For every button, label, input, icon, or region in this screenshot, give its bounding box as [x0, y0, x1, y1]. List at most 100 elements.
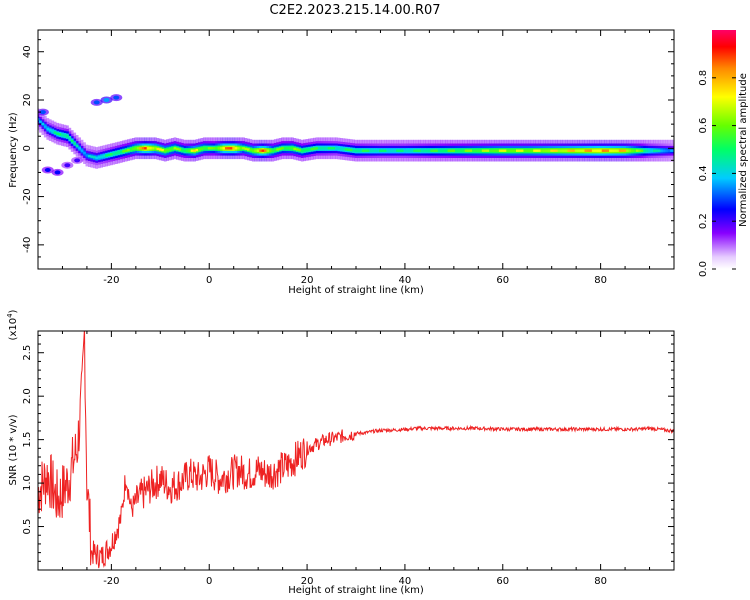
spectrogram-cell — [545, 149, 549, 152]
x-tick-label: 40 — [399, 275, 412, 286]
snr-marks — [38, 331, 674, 569]
spectrogram-cell — [352, 149, 355, 152]
colorbar-tick-label: 0.4 — [698, 165, 709, 181]
spectrogram-cell — [508, 149, 512, 152]
snr-x-axis-label: Height of straight line (km) — [288, 585, 424, 596]
spectrogram-cell — [396, 149, 399, 152]
spectrogram-cell — [547, 149, 551, 152]
spectrogram-cell — [501, 149, 505, 152]
spectrogram-cell — [127, 148, 130, 152]
spectrogram-cell — [293, 147, 297, 151]
spectrogram-x-axis-label: Height of straight line (km) — [288, 285, 424, 296]
spectrogram-cell — [364, 149, 368, 152]
spectrogram-cell — [105, 154, 108, 157]
spectrogram-cell — [85, 154, 89, 157]
spectrogram-cell — [467, 149, 470, 152]
spectrogram-cell — [618, 149, 622, 152]
spectrogram-cell — [503, 149, 507, 152]
spectrogram-cell — [61, 133, 64, 137]
spectrogram-cell — [166, 148, 169, 152]
spectrogram-cell — [613, 149, 617, 152]
spectrogram-cell — [227, 147, 231, 150]
spectrogram-cell — [144, 147, 147, 150]
spectrogram-cell — [670, 149, 673, 152]
spectrogram-cell — [645, 149, 649, 152]
spectrogram-cell — [423, 149, 426, 152]
spectrogram-cell — [56, 132, 59, 135]
spectrogram-cell — [242, 147, 245, 150]
spectrogram-cell — [408, 149, 412, 152]
spectrogram-cell — [611, 149, 615, 152]
spectrogram-cell — [361, 149, 365, 152]
spectrogram-cell — [43, 125, 47, 128]
spectrogram-cell — [90, 155, 94, 158]
spectrogram-cell — [310, 147, 314, 151]
spectrogram-cell — [146, 147, 150, 150]
spectrogram-cell — [149, 147, 152, 150]
spectrogram-cell — [288, 147, 292, 150]
spectrogram-cell — [205, 147, 209, 150]
spectrogram-cell — [342, 148, 346, 151]
spectrogram-cell — [440, 149, 443, 152]
spectrogram-cell — [428, 149, 431, 152]
x-tick-label: 20 — [301, 275, 314, 286]
spectrogram-cell — [376, 149, 380, 152]
colorbar-tick-label: 0.8 — [698, 70, 709, 86]
spectrogram-cell — [63, 134, 67, 137]
spectrogram-cell — [552, 149, 556, 152]
spectrogram-cell — [587, 149, 590, 152]
spectrogram-cell — [300, 149, 304, 152]
spectrogram-cell — [437, 149, 441, 152]
spectrogram-cell — [112, 152, 116, 155]
spectrogram-cell — [616, 149, 620, 152]
spectrogram-cell — [511, 149, 514, 152]
spectrogram-cell — [75, 144, 79, 148]
spectrogram-cell — [151, 147, 155, 150]
spectrogram-cell — [533, 149, 536, 152]
spectrogram-cell — [538, 149, 541, 152]
spectrogram-panel: -20 0 20 40 60 80 -40 -20 0 20 40 Height of straig… — [8, 29, 675, 296]
spectrogram-cell — [176, 147, 179, 151]
spectrogram-cell — [569, 149, 573, 152]
spectrogram-cell — [506, 149, 510, 152]
spectrogram-cell — [450, 149, 453, 152]
spectrogram-cell — [188, 149, 192, 152]
colorbar: 0.0 0.2 0.4 0.6 0.8 Normalized spectral ampl… — [698, 30, 749, 277]
spectrogram-cell — [48, 129, 52, 132]
spectrogram-cell — [207, 147, 211, 150]
spectrogram-cell — [276, 148, 280, 151]
spectrogram-cell — [183, 149, 187, 152]
spectrogram-cell — [672, 149, 674, 152]
spectrogram-cell — [582, 149, 585, 152]
spectrogram-cell — [291, 147, 294, 150]
spectrogram-cell — [264, 149, 267, 152]
spectrogram-cell — [442, 149, 446, 152]
spectrogram-cell — [317, 147, 321, 150]
spectrogram-cell — [92, 156, 96, 159]
spectrogram-cell — [655, 149, 659, 152]
spectrogram-cell — [332, 147, 336, 150]
spectrogram-cell — [599, 149, 602, 152]
spectrogram-cell — [322, 147, 326, 150]
spectrogram-cell — [628, 149, 632, 152]
colorbar-tick-label: 0.2 — [698, 213, 709, 229]
spectrogram-cell — [660, 149, 664, 152]
spectrogram-cell — [305, 148, 309, 152]
y-tick-label: 1.5 — [22, 432, 33, 448]
spectrogram-cell — [550, 149, 554, 152]
spectrogram-cell — [110, 153, 113, 156]
spectrogram-cell — [212, 147, 216, 150]
spectrogram-cell — [638, 149, 642, 152]
spectrogram-cell — [73, 142, 77, 145]
spectrogram-cell — [432, 149, 436, 152]
spectrogram-cell — [244, 147, 248, 151]
spectrogram-cell — [486, 149, 490, 152]
spectrogram-cell — [457, 149, 461, 152]
x-tick-label: 40 — [399, 576, 412, 587]
y-tick-label: -20 — [22, 188, 33, 204]
spectrogram-cell — [83, 151, 86, 155]
y-tick-label: 2.0 — [22, 388, 33, 404]
spectrogram-cell — [154, 147, 157, 150]
spectrogram-y-axis-label: Frequency (Hz) — [8, 112, 19, 188]
spectrogram-cell — [97, 156, 101, 159]
